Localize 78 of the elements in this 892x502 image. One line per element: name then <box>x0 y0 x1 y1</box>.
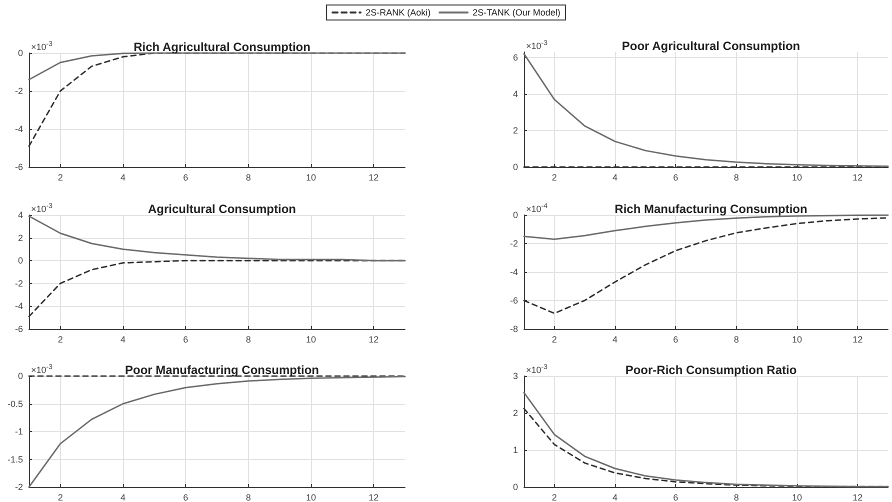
chart-title: Rich Agricultural Consumption <box>134 40 310 54</box>
x-tick-label: 8 <box>246 172 251 182</box>
y-tick-label: 0 <box>512 210 518 220</box>
y-tick-label: 0 <box>18 256 23 266</box>
y-tick-label: 2 <box>512 408 518 418</box>
y-tick-label: -8 <box>510 324 518 334</box>
y-tick-label: -0.5 <box>7 398 23 409</box>
x-tick-label: 12 <box>368 334 379 344</box>
y-tick-label: -4 <box>14 124 23 134</box>
line-series <box>523 214 889 240</box>
y-tick-label: -2 <box>14 482 23 492</box>
y-tick-label: -2 <box>510 238 518 248</box>
line-series <box>523 217 889 314</box>
x-tick-label: 4 <box>612 492 618 502</box>
y-tick-label: -4 <box>510 267 518 277</box>
y-tick-label: -6 <box>510 296 518 306</box>
line-series <box>28 376 406 488</box>
y-tick-label: -6 <box>14 162 23 172</box>
x-tick-label: 4 <box>612 172 618 182</box>
x-tick-label: 4 <box>120 334 126 344</box>
y-tick-label: -1 <box>14 426 23 436</box>
y-tick-label: 4 <box>18 210 23 220</box>
chart-title: Poor Agricultural Consumption <box>622 39 800 53</box>
x-tick-label: 2 <box>552 492 557 502</box>
x-tick-label: 10 <box>306 172 316 182</box>
x-tick-label: 8 <box>246 492 251 502</box>
y-tick-label: 0 <box>512 162 518 172</box>
y-tick-label: 2 <box>512 125 518 136</box>
x-tick-label: 10 <box>792 492 802 502</box>
x-tick-label: 6 <box>183 334 188 344</box>
x-tick-label: 4 <box>120 172 126 182</box>
y-tick-label: 0 <box>18 371 23 381</box>
x-tick-label: 4 <box>120 492 126 502</box>
y-tick-label: 2 <box>18 232 23 243</box>
y-tick-label: -2 <box>14 86 23 96</box>
line-series <box>28 215 406 262</box>
y-tick-label: 1 <box>512 445 518 455</box>
x-tick-label: 8 <box>734 172 739 182</box>
x-tick-label: 10 <box>306 492 316 502</box>
y-tick-label: -1.5 <box>7 454 23 464</box>
x-tick-label: 12 <box>368 172 379 182</box>
x-tick-label: 2 <box>552 334 557 344</box>
chart-title: Poor Manufacturing Consumption <box>125 363 319 377</box>
x-tick-label: 2 <box>58 172 63 182</box>
x-tick-label: 6 <box>183 172 188 182</box>
y-tick-label: -2 <box>14 278 23 288</box>
x-tick-label: 2 <box>58 334 63 344</box>
x-tick-label: 6 <box>673 492 678 502</box>
x-tick-label: 12 <box>368 492 379 502</box>
x-tick-label: 8 <box>246 334 251 344</box>
chart-title: Rich Manufacturing Consumption <box>614 202 808 216</box>
x-tick-label: 12 <box>852 492 863 502</box>
x-tick-label: 12 <box>852 334 863 344</box>
line-series <box>28 52 406 80</box>
y-tick-label: 0 <box>512 482 518 492</box>
x-tick-label: 6 <box>673 172 678 182</box>
x-tick-label: 10 <box>792 334 802 344</box>
x-tick-label: 6 <box>183 492 188 502</box>
x-tick-label: 6 <box>673 334 678 344</box>
y-tick-label: 3 <box>512 371 518 381</box>
x-tick-label: 8 <box>734 492 739 502</box>
x-tick-label: 8 <box>734 334 739 344</box>
y-tick-label: -6 <box>14 324 23 334</box>
x-tick-label: 10 <box>792 172 802 182</box>
y-tick-label: 0 <box>18 48 23 58</box>
x-tick-label: 4 <box>612 334 618 344</box>
chart-title: Agricultural Consumption <box>148 202 296 216</box>
chart-title: Poor-Rich Consumption Ratio <box>625 363 797 377</box>
legend-label: 2S-RANK (Aoki) <box>366 8 431 18</box>
x-tick-label: 10 <box>306 334 316 344</box>
x-tick-label: 2 <box>58 492 63 502</box>
line-series <box>523 53 889 168</box>
x-tick-label: 2 <box>552 172 557 182</box>
y-tick-label: 4 <box>512 88 518 99</box>
y-tick-label: -4 <box>14 301 23 312</box>
y-tick-label: 6 <box>512 52 518 62</box>
legend-label: 2S-TANK (Our Model) <box>472 8 560 18</box>
x-tick-label: 12 <box>852 172 863 182</box>
